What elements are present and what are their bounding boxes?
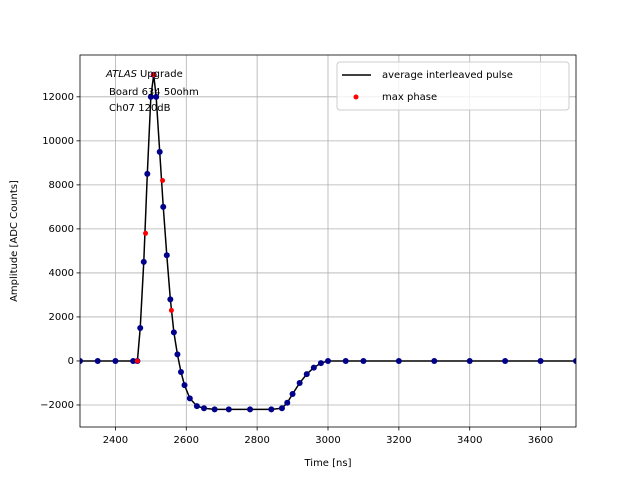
- pulse-sample: [296, 379, 303, 386]
- annotation: ATLAS Upgrade: [105, 69, 183, 80]
- pulse-sample: [147, 93, 154, 100]
- pulse-sample: [466, 357, 473, 364]
- pulse-sample: [163, 252, 170, 259]
- pulse-sample: [303, 371, 310, 378]
- x-tick-label: 3600: [528, 435, 553, 446]
- pulse-sample: [573, 357, 576, 364]
- y-tick-label: 8000: [49, 180, 74, 191]
- pulse-sample: [278, 405, 285, 412]
- pulse-sample: [284, 399, 291, 406]
- x-tick-label: 3400: [457, 435, 482, 446]
- y-tick-label: −2000: [40, 400, 74, 411]
- pulse-sample: [130, 357, 137, 364]
- pulse-sample: [156, 148, 163, 155]
- pulse-sample: [360, 357, 367, 364]
- legend-label: max phase: [382, 92, 437, 103]
- pulse-sample: [342, 357, 349, 364]
- max-phase-point: [134, 358, 140, 364]
- pulse-sample: [268, 406, 275, 413]
- legend-marker: [353, 94, 359, 100]
- pulse-sample: [137, 324, 144, 331]
- y-tick-label: 4000: [49, 268, 74, 279]
- legend-label: average interleaved pulse: [382, 70, 513, 81]
- annotation-text: Upgrade: [140, 69, 183, 80]
- pulse-sample: [112, 357, 119, 364]
- max-phase-point: [143, 230, 149, 236]
- pulse-sample: [225, 406, 232, 413]
- pulse-sample: [325, 357, 331, 364]
- pulse-sample: [247, 406, 254, 413]
- pulse-sample: [431, 357, 438, 364]
- pulse-sample: [310, 364, 317, 371]
- pulse-sample: [140, 258, 147, 265]
- pulse-sample: [317, 360, 324, 367]
- plot-area: [80, 71, 576, 413]
- pulse-sample: [502, 357, 509, 364]
- annotation-line: Ch07 120dB: [109, 103, 171, 114]
- x-tick-label: 2400: [103, 435, 128, 446]
- pulse-sample: [201, 405, 207, 412]
- y-tick-label: 12000: [42, 92, 74, 103]
- pulse-sample: [181, 382, 188, 389]
- pulse-sample: [537, 357, 544, 364]
- pulse-sample: [167, 296, 174, 303]
- x-tick-label: 3200: [386, 435, 411, 446]
- annotation-line: Board 634 50ohm: [109, 87, 199, 98]
- x-tick-label: 2800: [244, 435, 269, 446]
- pulse-sample: [395, 357, 402, 364]
- max-phase-point: [151, 72, 157, 78]
- y-tick-label: 6000: [49, 224, 74, 235]
- pulse-sample: [193, 403, 200, 410]
- pulse-sample: [211, 406, 218, 413]
- x-axis-label: Time [ns]: [303, 458, 351, 469]
- pulse-sample: [160, 203, 167, 210]
- y-tick-label: 0: [68, 356, 74, 367]
- pulse-sample: [153, 93, 160, 100]
- y-axis-label: Amplitude [ADC Counts]: [9, 180, 20, 302]
- y-tick-label: 10000: [42, 136, 74, 147]
- pulse-sample: [144, 170, 151, 177]
- pulse-sample: [80, 357, 83, 364]
- x-tick-label: 3000: [315, 435, 340, 446]
- y-tick-label: 2000: [49, 312, 74, 323]
- max-phase-point: [160, 177, 166, 183]
- pulse-sample: [289, 390, 296, 397]
- x-tick-label: 2600: [174, 435, 199, 446]
- max-phase-point: [168, 307, 174, 313]
- annotation-italic: ATLAS: [105, 69, 138, 80]
- axes-frame: [79, 54, 577, 428]
- pulse-sample: [170, 329, 177, 336]
- pulse-sample: [94, 357, 101, 364]
- pulse-sample: [186, 395, 193, 402]
- legend-box: [336, 61, 570, 111]
- pulse-sample: [174, 351, 181, 358]
- pulse-sample: [177, 368, 184, 375]
